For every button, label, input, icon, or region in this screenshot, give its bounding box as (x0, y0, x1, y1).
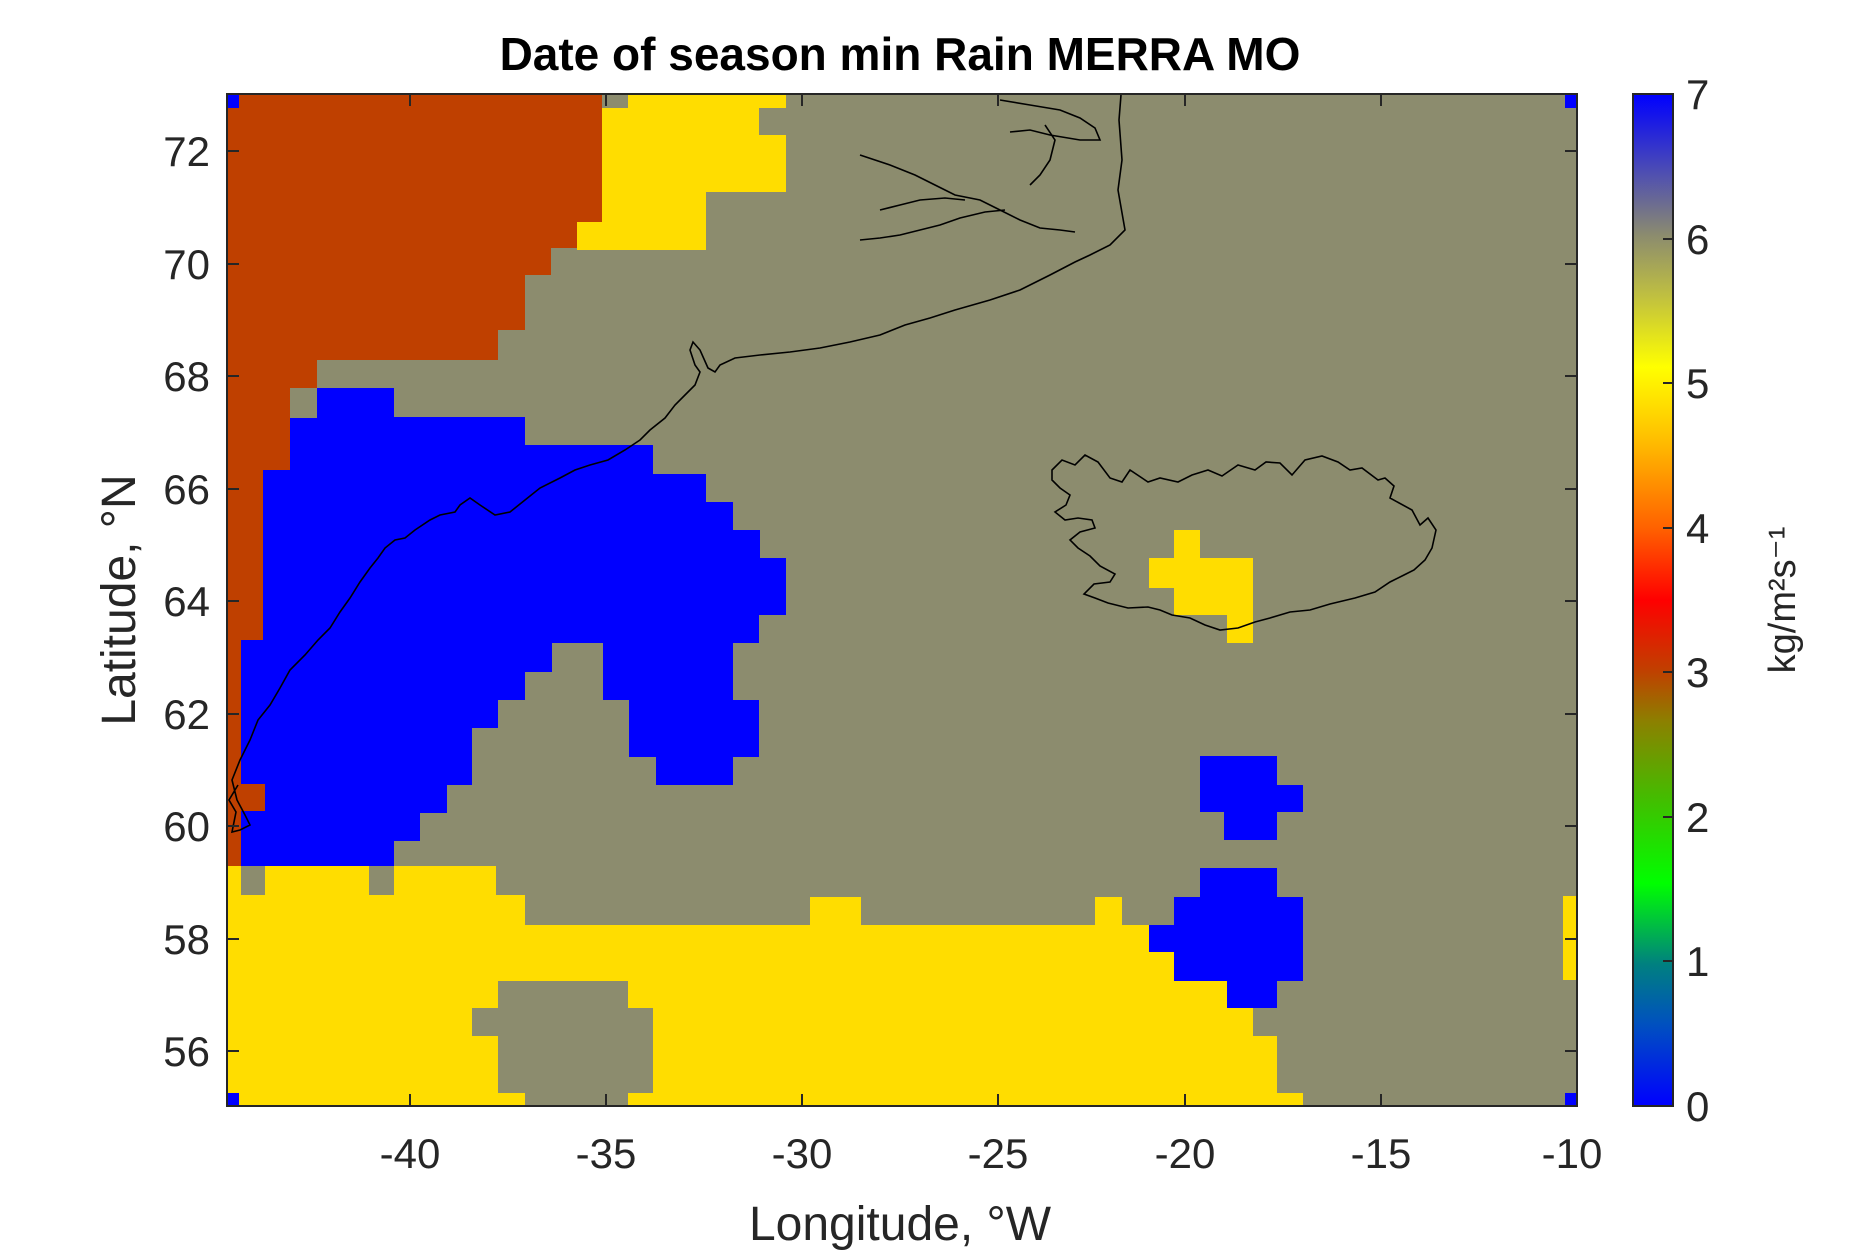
colorbar-tick-label: 4 (1686, 505, 1709, 552)
y-tick-label: 58 (163, 916, 210, 963)
y-tick-label: 62 (163, 691, 210, 738)
x-tick-label: -25 (968, 1130, 1029, 1177)
x-tick-label: -15 (1351, 1130, 1412, 1177)
x-tick-label: -30 (772, 1130, 833, 1177)
colorbar-label: kg/m²s⁻¹ (1762, 527, 1804, 674)
y-tick-label: 64 (163, 578, 210, 625)
corner-cell (227, 1093, 239, 1106)
greenland-fjord-1 (999, 99, 1102, 141)
region-value-7-island (603, 643, 759, 785)
red-cell-south (241, 784, 265, 811)
corner-cell (227, 94, 239, 108)
corner-cell (1565, 94, 1577, 108)
greenland-coastline (228, 94, 1126, 834)
corner-cell (1565, 1093, 1577, 1106)
colorbar-tick-label: 5 (1686, 360, 1709, 407)
region-value-3-north (227, 94, 602, 866)
tick-marks (227, 94, 1577, 1106)
colorbar-tick-label: 6 (1686, 216, 1709, 263)
region-value-6-south-patch (472, 981, 653, 1106)
x-tick-labels: -40 -35 -30 -25 -20 -15 -10 (380, 1130, 1603, 1177)
plot-area: -40 -35 -30 -25 -20 -15 -10 56 58 60 62 … (93, 93, 1603, 1250)
region-value-5-south (227, 866, 1303, 1106)
colorbar-gradient (1632, 93, 1674, 1107)
y-tick-label: 70 (163, 241, 210, 288)
colorbar-tick-label: 7 (1686, 71, 1709, 118)
greenland-fjord-2 (859, 154, 1076, 233)
y-tick-label: 68 (163, 353, 210, 400)
colorbar-tick-label: 0 (1686, 1083, 1709, 1130)
chart-title: Date of season min Rain MERRA MO (500, 28, 1301, 80)
colorbar-tick-label: 1 (1686, 938, 1709, 985)
region-value-7-greenland (241, 388, 786, 895)
y-tick-label: 66 (163, 466, 210, 513)
colorbar-tick-label: 3 (1686, 649, 1709, 696)
greenland-fjord-5 (1029, 124, 1056, 186)
x-tick-label: -35 (576, 1130, 637, 1177)
colorbar-tick-label: 2 (1686, 794, 1709, 841)
coastlines (228, 94, 1126, 834)
y-axis-label: Latitude, °N (93, 474, 146, 725)
region-value-7-south (1149, 868, 1303, 1008)
x-tick-label: -40 (380, 1130, 441, 1177)
greenland-fjord-3 (859, 209, 1006, 241)
greenland-fjord-4 (879, 197, 966, 211)
iceland-coastline-group (1051, 454, 1437, 631)
colorbar: 0 1 2 3 4 5 6 7 kg/m²s⁻¹ (1632, 71, 1804, 1130)
x-tick-label: -10 (1542, 1130, 1603, 1177)
x-axis-label: Longitude, °W (749, 1198, 1052, 1250)
y-tick-labels: 56 58 60 62 64 66 68 70 72 (163, 128, 210, 1075)
region-value-7-mid (1200, 756, 1303, 840)
x-tick-label: -20 (1155, 1130, 1216, 1177)
y-tick-label: 56 (163, 1028, 210, 1075)
y-tick-label: 60 (163, 803, 210, 850)
y-tick-label: 72 (163, 128, 210, 175)
region-value-5-north (577, 94, 786, 250)
iceland-coastline (1051, 454, 1437, 631)
